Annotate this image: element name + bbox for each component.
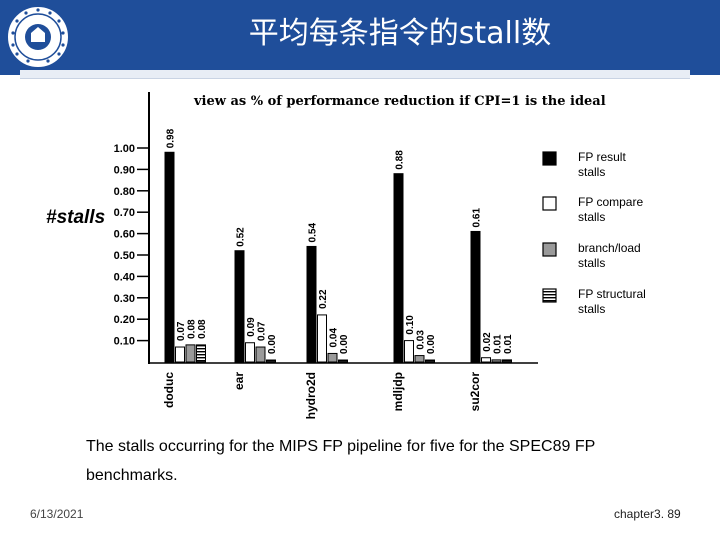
- bar-fp-compare-stalls-doduc: [175, 346, 185, 363]
- bar-value-label: 0.00: [339, 334, 350, 354]
- stalls-bar-chart: view as % of performance reduction if CP…: [46, 92, 646, 419]
- slide-title: 平均每条指令的stall数: [248, 16, 552, 51]
- legend-label: FP compare: [578, 195, 643, 209]
- y-tick-label: 0.60: [114, 229, 135, 241]
- bar-fp-result-stalls-ear: [234, 250, 245, 363]
- header-bar: [0, 0, 720, 75]
- university-seal-logo: [6, 5, 70, 69]
- x-category-label: mdljdp: [391, 372, 405, 411]
- bar-value-label: 0.01: [493, 334, 504, 354]
- bar-fp-structural-stalls-mdljdp: [425, 359, 435, 363]
- bar-value-label: 0.00: [426, 334, 437, 354]
- legend-swatch: [542, 288, 557, 303]
- y-tick-label: 1.00: [114, 143, 135, 155]
- bar-fp-structural-stalls-hydro2d: [338, 359, 348, 363]
- bar-fp-structural-stalls-su2cor: [502, 359, 512, 363]
- slide-caption: The stalls occurring for the MIPS FP pip…: [86, 438, 595, 484]
- bar-value-label: 0.07: [176, 321, 187, 341]
- bar-value-label: 0.08: [187, 319, 198, 339]
- y-tick-label: 0.40: [114, 271, 135, 283]
- bar-value-label: 0.00: [267, 334, 278, 354]
- y-tick-label: 0.10: [114, 336, 135, 348]
- y-tick-label: 0.80: [114, 186, 135, 198]
- legend-label: branch/load: [578, 241, 641, 255]
- bar-value-label: 0.01: [503, 334, 514, 354]
- bar-branch-load-stalls-hydro2d: [327, 352, 338, 363]
- bar-value-label: 0.09: [246, 317, 257, 337]
- bar-fp-result-stalls-hydro2d: [306, 245, 317, 363]
- bar-branch-load-stalls-mdljdp: [414, 355, 425, 363]
- bar-branch-load-stalls-ear: [255, 346, 266, 363]
- chart-title: view as % of performance reduction if CP…: [193, 94, 606, 109]
- y-tick-label: 0.30: [114, 293, 135, 305]
- bar-fp-result-stalls-doduc: [164, 151, 175, 363]
- bar-fp-compare-stalls-hydro2d: [317, 314, 327, 363]
- bar-fp-compare-stalls-su2cor: [481, 357, 491, 363]
- bar-value-label: 0.07: [257, 321, 268, 341]
- bar-value-label: 0.98: [166, 128, 177, 148]
- bar-value-label: 0.88: [395, 150, 406, 170]
- bar-fp-compare-stalls-mdljdp: [404, 340, 414, 363]
- x-category-label: su2cor: [468, 372, 482, 412]
- legend-label: FP result: [578, 150, 626, 164]
- header-divider: [20, 70, 690, 79]
- footer-page-number: chapter3. 89: [614, 507, 681, 521]
- bar-branch-load-stalls-doduc: [185, 344, 196, 363]
- y-tick-label: 0.70: [114, 207, 135, 219]
- legend-label-cont: stalls: [578, 165, 605, 179]
- bar-fp-structural-stalls-ear: [266, 359, 276, 363]
- x-category-label: ear: [232, 372, 246, 390]
- legend-swatch: [542, 196, 557, 211]
- bar-fp-structural-stalls-doduc: [196, 344, 206, 363]
- bar-value-label: 0.03: [416, 330, 427, 350]
- legend-label-cont: stalls: [578, 302, 605, 316]
- y-tick-label: 0.90: [114, 164, 135, 176]
- bar-value-label: 0.61: [472, 208, 483, 228]
- y-tick-label: 0.50: [114, 250, 135, 262]
- bar-fp-compare-stalls-ear: [245, 342, 255, 363]
- bar-fp-result-stalls-su2cor: [470, 230, 481, 363]
- x-category-label: doduc: [162, 372, 176, 408]
- legend-label: FP structural: [578, 287, 646, 301]
- bar-value-label: 0.08: [197, 319, 208, 339]
- bar-value-label: 0.22: [318, 289, 329, 309]
- bar-branch-load-stalls-su2cor: [491, 359, 502, 363]
- bar-fp-result-stalls-mdljdp: [393, 173, 404, 363]
- legend-swatch: [542, 151, 557, 166]
- bar-value-label: 0.10: [405, 315, 416, 335]
- y-axis-label: #stalls: [46, 207, 105, 228]
- bar-value-label: 0.04: [329, 328, 340, 348]
- footer-date: 6/13/2021: [30, 507, 84, 521]
- bar-value-label: 0.52: [236, 227, 247, 247]
- legend-label-cont: stalls: [578, 256, 605, 270]
- y-tick-label: 0.20: [114, 314, 135, 326]
- legend-swatch: [542, 242, 557, 257]
- x-category-label: hydro2d: [304, 372, 318, 419]
- bar-value-label: 0.02: [482, 332, 493, 352]
- bar-value-label: 0.54: [308, 223, 319, 243]
- legend-label-cont: stalls: [578, 210, 605, 224]
